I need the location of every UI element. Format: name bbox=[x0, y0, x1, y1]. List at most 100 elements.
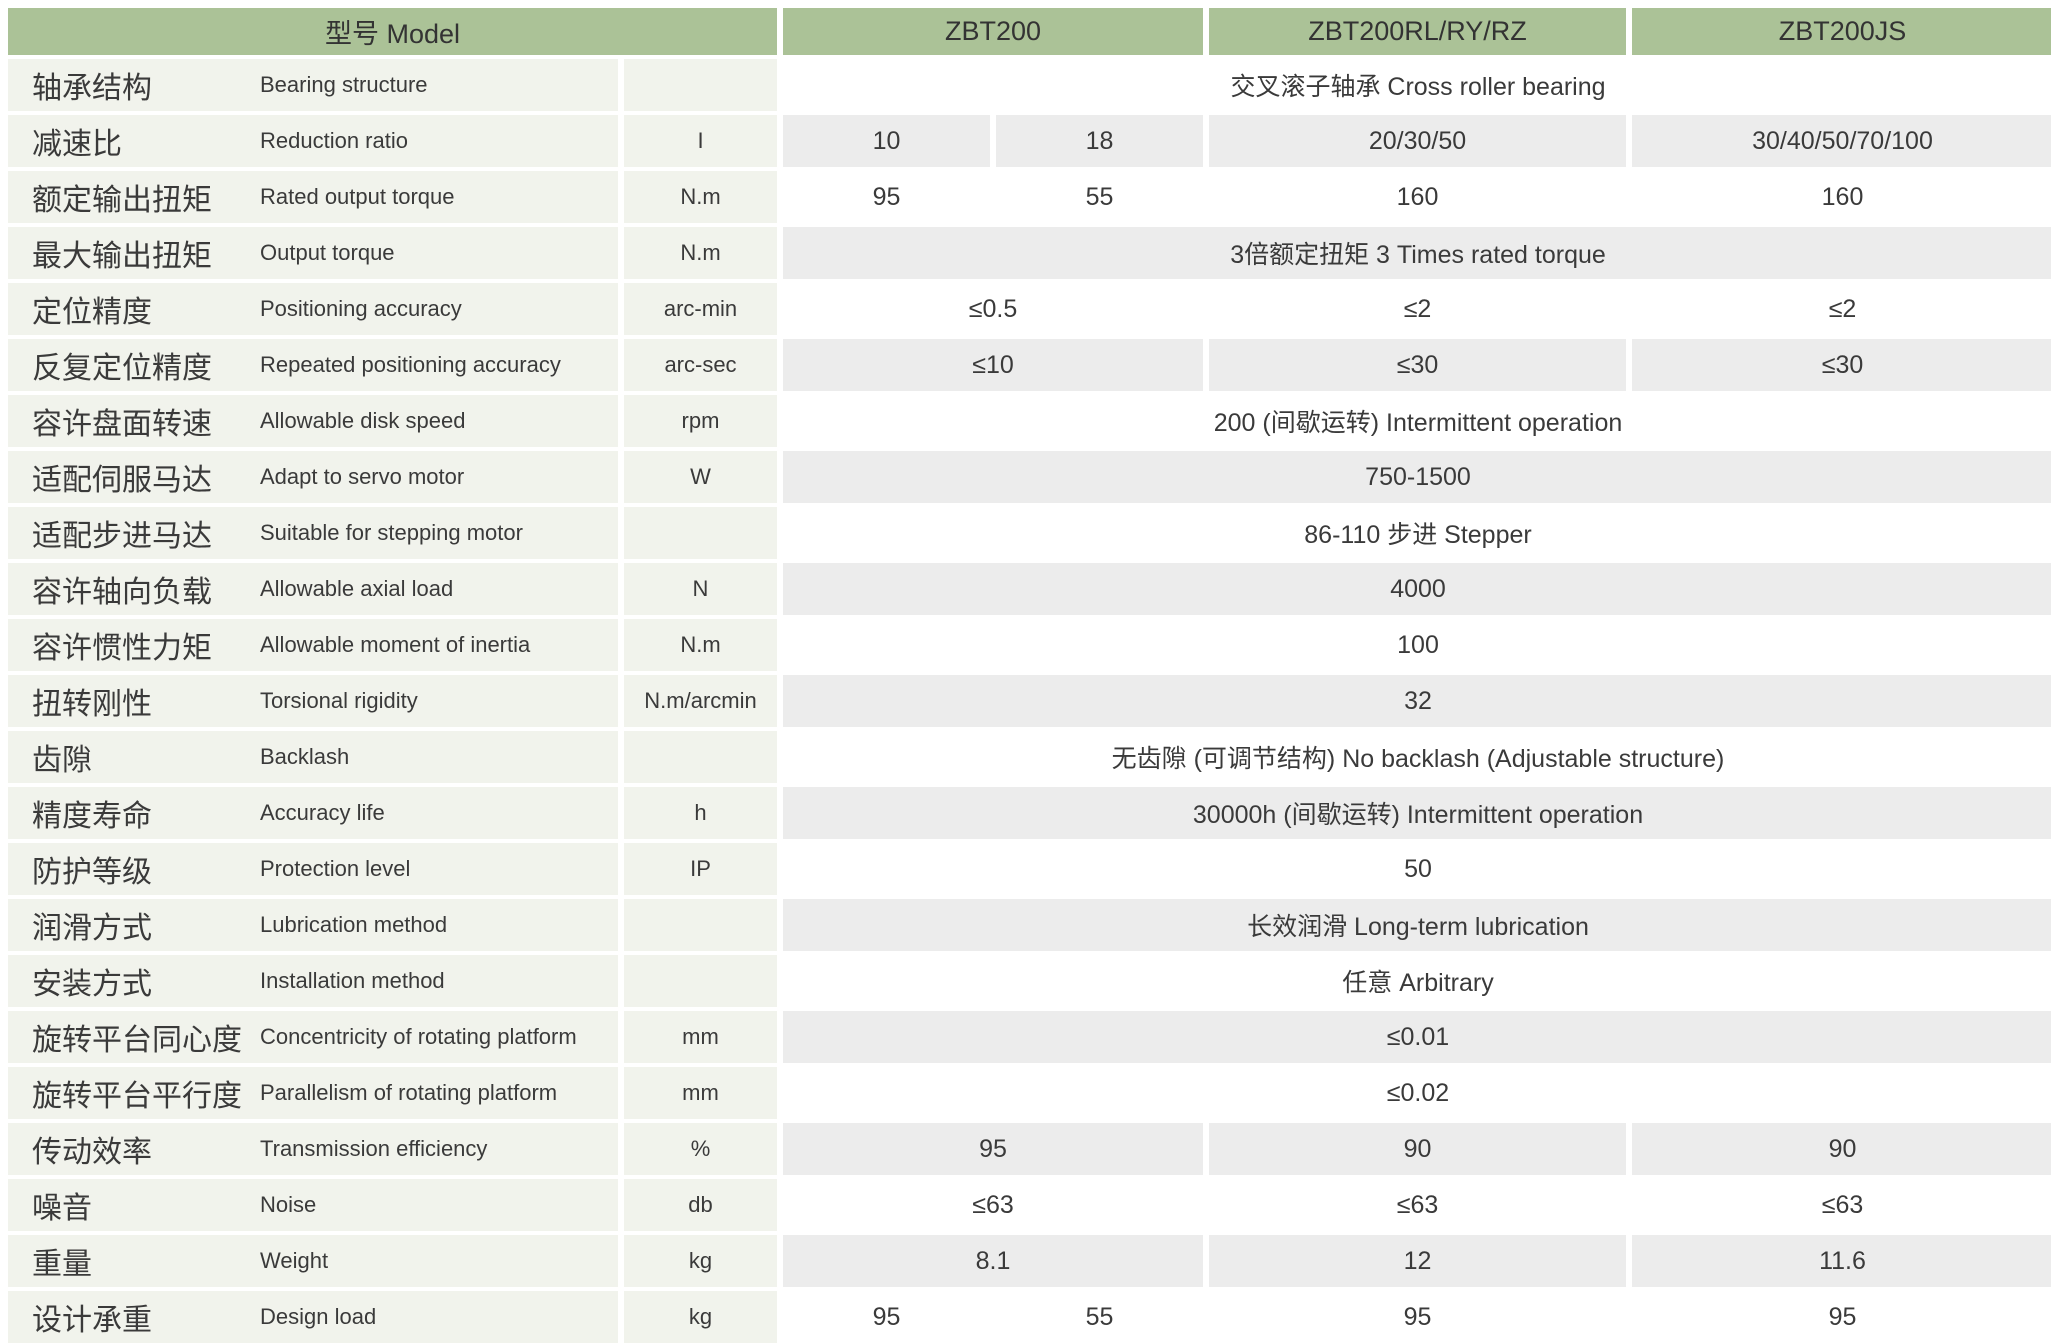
row-label-english: Repeated positioning accuracy bbox=[260, 352, 561, 377]
value-cell: 200 (间歇运转) Intermittent operation bbox=[783, 395, 2051, 447]
table-row: 设计承重 Design load kg 95 55 95 95 bbox=[8, 1291, 2051, 1343]
row-unit-cell: N.m bbox=[624, 619, 777, 671]
row-label-english: Rated output torque bbox=[260, 184, 455, 209]
value-cell: 55 bbox=[996, 171, 1203, 223]
table-row: 精度寿命 Accuracy life h 30000h (间歇运转) Inter… bbox=[8, 787, 2051, 839]
value-cell: 18 bbox=[996, 115, 1203, 167]
row-label-chinese: 定位精度 bbox=[32, 296, 152, 329]
row-label-english: Weight bbox=[260, 1248, 329, 1273]
value-cell: 30000h (间歇运转) Intermittent operation bbox=[783, 787, 2051, 839]
row-label-english: Design load bbox=[260, 1304, 377, 1329]
table-header-row: 型号 Model ZBT200 ZBT200RL/RY/RZ ZBT200JS bbox=[8, 8, 2051, 55]
row-unit-cell: N.m/arcmin bbox=[624, 675, 777, 727]
value-cell: 10 bbox=[783, 115, 990, 167]
row-label-english: Concentricity of rotating platform bbox=[260, 1024, 577, 1049]
row-unit-cell: kg bbox=[624, 1235, 777, 1287]
table-row: 齿隙 Backlash 无齿隙 (可调节结构) No backlash (Adj… bbox=[8, 731, 2051, 783]
value-cell: 90 bbox=[1209, 1123, 1626, 1175]
value-cell: 95 bbox=[783, 1123, 1203, 1175]
table-row: 减速比 Reduction ratio I 10 18 20/30/50 30/40/… bbox=[8, 115, 2051, 167]
row-label-english: Bearing structure bbox=[260, 72, 428, 97]
value-cell: 160 bbox=[1632, 171, 2051, 223]
value-cell: 任意 Arbitrary bbox=[783, 955, 2051, 1007]
row-label-cell: 适配步进马达 Suitable for stepping motor bbox=[8, 507, 618, 559]
row-label-cell: 防护等级 Protection level bbox=[8, 843, 618, 895]
row-label-english: Positioning accuracy bbox=[260, 296, 462, 321]
row-label-cell: 容许轴向负载 Allowable axial load bbox=[8, 563, 618, 615]
row-unit-cell: db bbox=[624, 1179, 777, 1231]
row-label-cell: 轴承结构 Bearing structure bbox=[8, 59, 618, 111]
row-unit-cell: N.m bbox=[624, 171, 777, 223]
table-body: 轴承结构 Bearing structure 交叉滚子轴承 Cross roll… bbox=[8, 59, 2051, 1343]
value-cell: 95 bbox=[783, 1291, 990, 1343]
table-row: 容许惯性力矩 Allowable moment of inertia N.m 1… bbox=[8, 619, 2051, 671]
row-label-english: Transmission efficiency bbox=[260, 1136, 488, 1161]
row-label-cell: 旋转平台同心度 Concentricity of rotating platfo… bbox=[8, 1011, 618, 1063]
row-label-english: Parallelism of rotating platform bbox=[260, 1080, 558, 1105]
row-unit-cell: mm bbox=[624, 1067, 777, 1119]
row-unit-cell bbox=[624, 899, 777, 951]
row-label-english: Reduction ratio bbox=[260, 128, 408, 153]
header-column-zbt200js: ZBT200JS bbox=[1632, 8, 2051, 55]
header-column-zbt200: ZBT200 bbox=[783, 8, 1203, 55]
value-cell: ≤63 bbox=[783, 1179, 1203, 1231]
value-cell: 4000 bbox=[783, 563, 2051, 615]
table-row: 润滑方式 Lubrication method 长效润滑 Long-term l… bbox=[8, 899, 2051, 951]
row-label-english: Allowable moment of inertia bbox=[260, 632, 531, 657]
row-label-cell: 容许惯性力矩 Allowable moment of inertia bbox=[8, 619, 618, 671]
value-cell: ≤30 bbox=[1632, 339, 2051, 391]
table-row: 旋转平台平行度 Parallelism of rotating platform… bbox=[8, 1067, 2051, 1119]
row-label-chinese: 容许惯性力矩 bbox=[32, 632, 212, 665]
row-label-cell: 安装方式 Installation method bbox=[8, 955, 618, 1007]
row-unit-cell: I bbox=[624, 115, 777, 167]
row-unit-cell bbox=[624, 731, 777, 783]
row-label-chinese: 安装方式 bbox=[32, 968, 152, 1001]
value-cell: 86-110 步进 Stepper bbox=[783, 507, 2051, 559]
value-cell: 20/30/50 bbox=[1209, 115, 1626, 167]
row-label-chinese: 最大输出扭矩 bbox=[32, 240, 212, 273]
value-cell: 160 bbox=[1209, 171, 1626, 223]
row-label-english: Protection level bbox=[260, 856, 411, 881]
table-row: 容许轴向负载 Allowable axial load N 4000 bbox=[8, 563, 2051, 615]
value-cell: 无齿隙 (可调节结构) No backlash (Adjustable stru… bbox=[783, 731, 2051, 783]
row-unit-cell: rpm bbox=[624, 395, 777, 447]
value-cell: ≤2 bbox=[1632, 283, 2051, 335]
row-label-english: Allowable axial load bbox=[260, 576, 454, 601]
row-label-chinese: 反复定位精度 bbox=[32, 352, 212, 385]
row-label-chinese: 润滑方式 bbox=[32, 912, 152, 945]
value-cell: ≤0.01 bbox=[783, 1011, 2051, 1063]
value-cell: 12 bbox=[1209, 1235, 1626, 1287]
row-label-english: Allowable disk speed bbox=[260, 408, 466, 433]
row-label-cell: 设计承重 Design load bbox=[8, 1291, 618, 1343]
row-unit-cell: % bbox=[624, 1123, 777, 1175]
row-unit-cell: arc-sec bbox=[624, 339, 777, 391]
row-label-english: Suitable for stepping motor bbox=[260, 520, 523, 545]
row-label-cell: 减速比 Reduction ratio bbox=[8, 115, 618, 167]
row-label-english: Accuracy life bbox=[260, 800, 385, 825]
row-label-english: Output torque bbox=[260, 240, 395, 265]
row-label-english: Lubrication method bbox=[260, 912, 448, 937]
row-label-chinese: 容许盘面转速 bbox=[32, 408, 212, 441]
value-cell: 交叉滚子轴承 Cross roller bearing bbox=[783, 59, 2051, 111]
row-unit-cell: h bbox=[624, 787, 777, 839]
table-row: 安装方式 Installation method 任意 Arbitrary bbox=[8, 955, 2051, 1007]
row-label-english: Torsional rigidity bbox=[260, 688, 418, 713]
value-cell: ≤63 bbox=[1209, 1179, 1626, 1231]
table-row: 适配步进马达 Suitable for stepping motor 86-11… bbox=[8, 507, 2051, 559]
value-cell: 95 bbox=[1632, 1291, 2051, 1343]
row-label-chinese: 噪音 bbox=[32, 1192, 92, 1225]
row-label-chinese: 旋转平台平行度 bbox=[32, 1080, 242, 1113]
row-label-chinese: 适配伺服马达 bbox=[32, 464, 212, 497]
header-model-cell: 型号 Model bbox=[8, 8, 777, 55]
table-row: 防护等级 Protection level IP 50 bbox=[8, 843, 2051, 895]
row-label-cell: 定位精度 Positioning accuracy bbox=[8, 283, 618, 335]
row-label-chinese: 适配步进马达 bbox=[32, 520, 212, 553]
value-cell: 50 bbox=[783, 843, 2051, 895]
value-cell: ≤30 bbox=[1209, 339, 1626, 391]
row-label-english: Adapt to servo motor bbox=[260, 464, 465, 489]
table-row: 额定输出扭矩 Rated output torque N.m 95 55 160 16… bbox=[8, 171, 2051, 223]
row-label-chinese: 减速比 bbox=[32, 128, 122, 161]
table-row: 扭转刚性 Torsional rigidity N.m/arcmin 32 bbox=[8, 675, 2051, 727]
row-unit-cell: N.m bbox=[624, 227, 777, 279]
value-cell: 长效润滑 Long-term lubrication bbox=[783, 899, 2051, 951]
